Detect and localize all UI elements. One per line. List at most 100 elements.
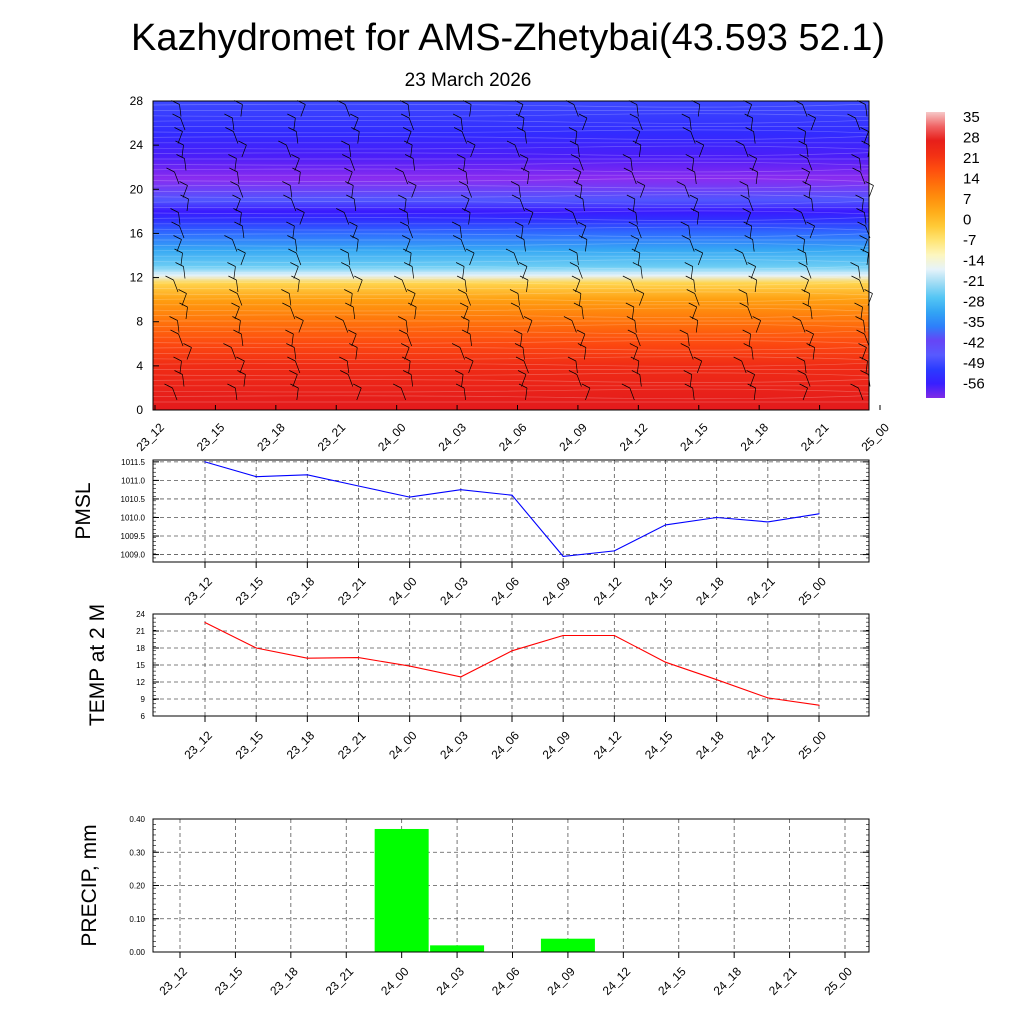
wind-barb-flag: [860, 127, 869, 132]
contour-line: [152, 194, 870, 199]
wind-barb-flag: [340, 248, 349, 254]
pmsl-ytick-label: 1011.0: [121, 476, 145, 485]
wind-barb-flag: [169, 316, 178, 321]
wind-barb-staff: [342, 320, 349, 333]
wind-barb-staff: [518, 306, 524, 320]
wind-barb-staff: [460, 117, 463, 131]
wind-barb-staff: [408, 360, 411, 374]
wind-barb-flag: [296, 208, 305, 213]
wind-barb-staff: [357, 279, 363, 293]
wind-barb-staff: [519, 198, 525, 212]
wind-barb-staff: [356, 387, 362, 401]
wind-barb-flag: [452, 113, 462, 119]
heatmap-ytick-label: 20: [130, 182, 144, 196]
wind-barb-flag: [627, 208, 636, 213]
wind-barb-staff: [585, 239, 588, 252]
precip-ytick-label: 0.00: [129, 948, 145, 957]
wind-barb-flag: [850, 262, 859, 267]
wind-barb-flag: [339, 356, 348, 362]
wind-barb-staff: [636, 104, 639, 117]
wind-barb-staff: [349, 158, 356, 171]
wind-barb-staff: [755, 320, 761, 333]
wind-barb-staff: [181, 144, 184, 158]
wind-barb-staff: [690, 131, 696, 144]
wind-barb-staff: [291, 198, 297, 212]
wind-barb-flag: [399, 208, 408, 213]
wind-barb-flag: [861, 140, 870, 146]
wind-barb-staff: [237, 293, 243, 306]
wind-barb-staff: [406, 212, 410, 225]
wind-barb-staff: [754, 279, 758, 293]
wind-barb-flag: [351, 127, 360, 132]
wind-barb-flag: [506, 140, 516, 146]
wind-barb-staff: [288, 293, 292, 306]
temp-2m-point: [357, 657, 360, 659]
wind-barb-flag: [398, 194, 407, 200]
temp-2m-ytick-label: 24: [136, 610, 145, 619]
wind-barb-staff: [178, 333, 184, 347]
temp-2m-ytick-label: 9: [141, 695, 146, 704]
wind-barb-flag: [393, 383, 402, 389]
wind-barb-staff: [806, 144, 809, 158]
wind-barb-flag: [460, 316, 470, 321]
wind-barb-staff: [632, 198, 636, 212]
wind-barb-staff: [469, 104, 472, 117]
wind-barb-flag: [855, 194, 864, 200]
wind-barb-staff: [179, 360, 182, 374]
wind-barb-flag: [578, 113, 588, 119]
pmsl-ytick-label: 1009.0: [121, 551, 146, 560]
wind-barb-staff: [459, 225, 462, 239]
wind-barb-flag: [676, 181, 685, 186]
wind-barb-staff: [696, 360, 703, 374]
wind-barb-flag: [511, 194, 521, 200]
pmsl-frame: [152, 459, 870, 563]
wind-barb-flag: [744, 235, 753, 240]
wind-barb-staff: [755, 171, 759, 185]
wind-barb-staff: [694, 293, 700, 306]
wind-barb-staff: [749, 225, 753, 239]
wind-barb-staff: [637, 117, 643, 131]
wind-barb-flag: [570, 154, 580, 159]
wind-barb-flag: [287, 356, 296, 362]
wind-barb-staff: [233, 131, 239, 144]
wind-barb-staff: [286, 144, 292, 158]
wind-barb-staff: [749, 374, 755, 387]
wind-barb-flag: [465, 248, 475, 254]
wind-barb-flag: [859, 235, 868, 240]
wind-barb-staff: [186, 198, 189, 212]
wind-barb-flag: [232, 194, 241, 200]
wind-barb-staff: [347, 252, 351, 266]
pmsl-xtick-label: 23_15: [233, 574, 267, 608]
wind-barb-staff: [469, 252, 475, 266]
wind-barb-flag: [455, 383, 465, 389]
precip-xtick-label: 24_00: [378, 964, 412, 998]
wind-barb-flag: [860, 370, 869, 375]
wind-barb-staff: [866, 252, 869, 266]
wind-barb-staff: [463, 387, 466, 401]
precip-bar: [430, 945, 485, 952]
wind-barb-staff: [466, 185, 472, 198]
precip-xtick-label: 23_15: [212, 964, 246, 998]
wind-barb-flag: [348, 329, 357, 335]
wind-barb-staff: [752, 239, 755, 252]
wind-barb-staff: [522, 266, 528, 279]
pmsl-point: [664, 524, 667, 526]
wind-barb-flag: [514, 343, 524, 348]
precip-xtick-label: 24_21: [766, 964, 800, 998]
wind-barb-staff: [525, 387, 528, 401]
wind-barb-staff: [801, 212, 807, 225]
contour-line: [152, 259, 870, 263]
wind-barb-staff: [637, 252, 641, 266]
wind-barb-staff: [181, 293, 187, 306]
temp-2m-xtick-label: 23_12: [181, 728, 215, 762]
wind-barb-flag: [510, 302, 520, 308]
pmsl-xtick-label: 24_06: [488, 574, 522, 608]
wind-barb-flag: [175, 140, 184, 146]
wind-barb-flag: [516, 127, 526, 132]
wind-barb-staff: [868, 185, 874, 198]
wind-barb-staff: [402, 171, 408, 185]
wind-barb-staff: [239, 360, 245, 374]
temp-2m-point: [613, 634, 615, 637]
heatmap-xtick-label: 23_12: [133, 420, 167, 454]
wind-barb-flag: [573, 302, 583, 308]
